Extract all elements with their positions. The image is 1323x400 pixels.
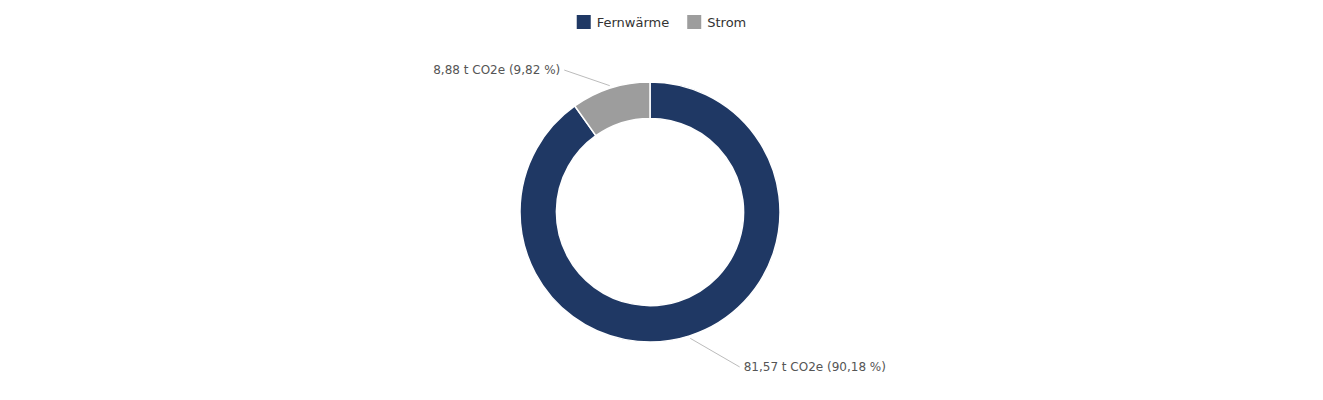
legend-label: Fernwärme xyxy=(597,15,670,30)
legend-swatch xyxy=(687,15,701,29)
legend: Fernwärme Strom xyxy=(577,15,747,30)
annotation: 81,57 t CO2e (90,18 %) xyxy=(744,360,886,374)
annotation-leader xyxy=(564,70,610,86)
chart: 81,57 t CO2e (90,18 %) 8,88 t CO2e (9,82 … xyxy=(0,0,1323,400)
annotations: 81,57 t CO2e (90,18 %) 8,88 t CO2e (9,82 … xyxy=(433,63,886,374)
annotation-leader xyxy=(690,338,739,367)
annotation: 8,88 t CO2e (9,82 %) xyxy=(433,63,560,77)
slices xyxy=(520,82,780,342)
slice xyxy=(520,82,780,342)
legend-swatch xyxy=(577,15,591,29)
slice xyxy=(575,82,650,136)
legend-label: Strom xyxy=(707,15,746,30)
